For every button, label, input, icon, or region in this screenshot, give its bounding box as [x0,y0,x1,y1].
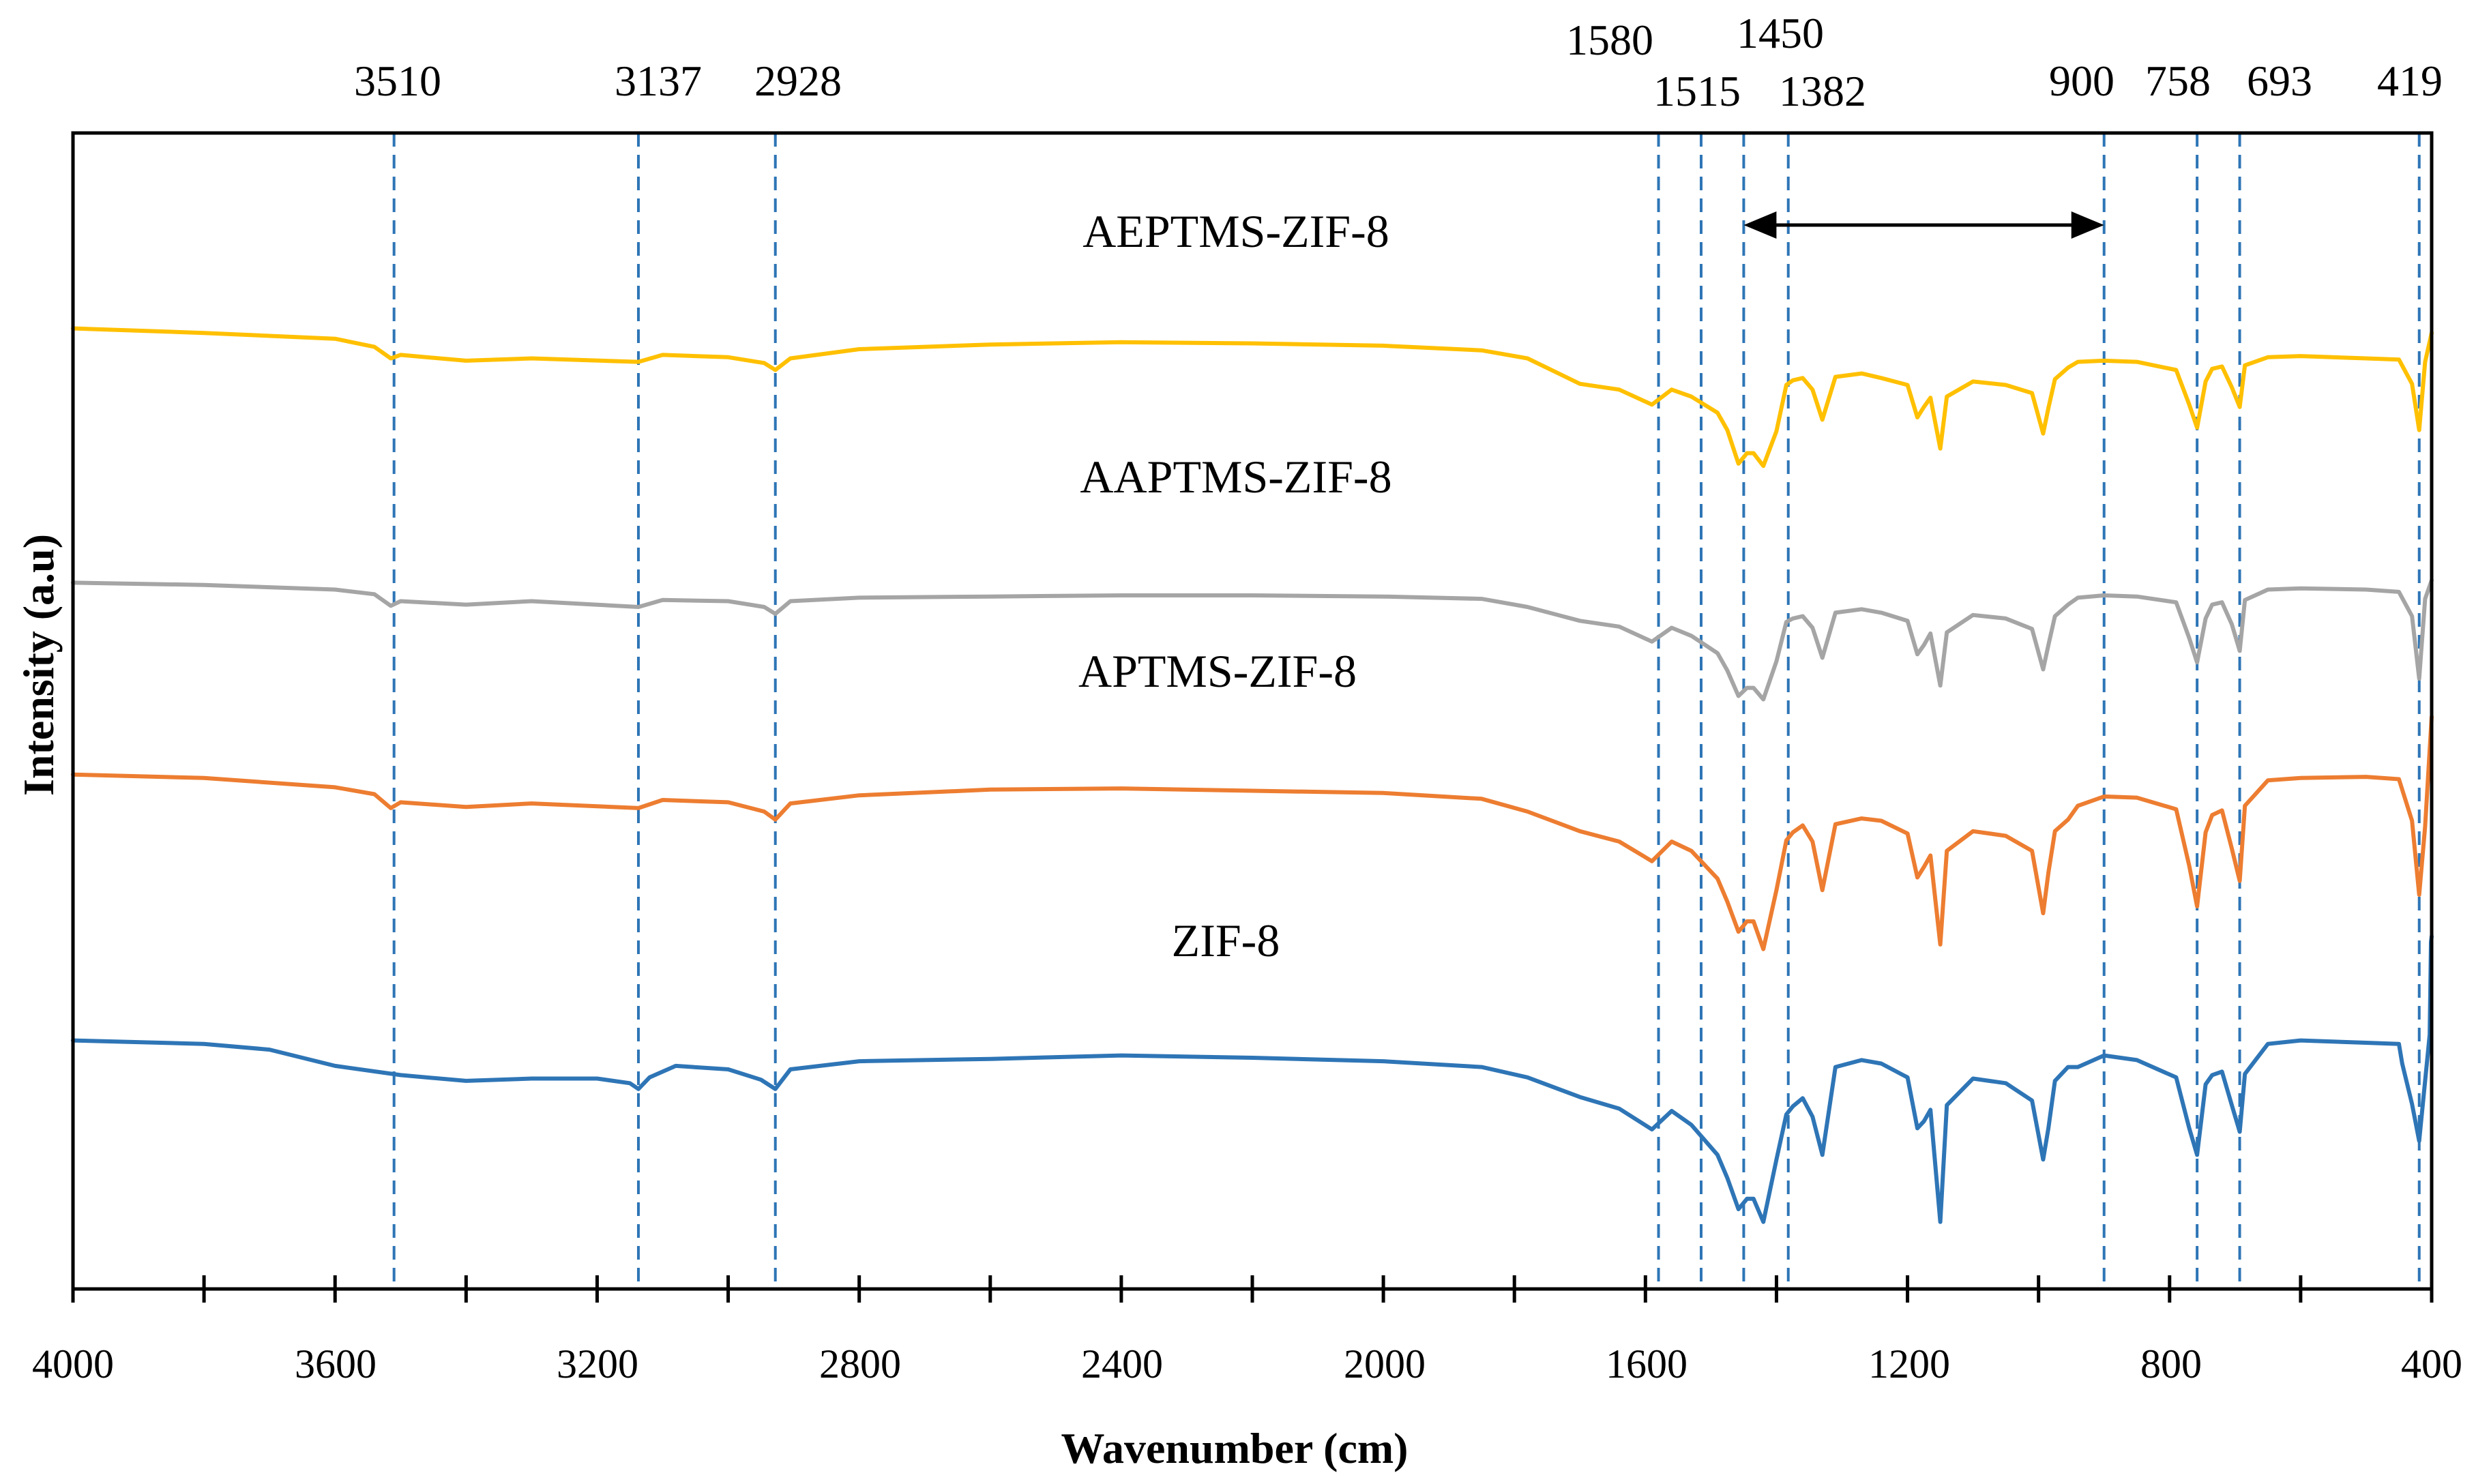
range-arrow-head-right [2071,211,2104,239]
series-label-aeptms: AEPTMS-ZIF-8 [1082,205,1389,257]
series-label-aaptms: AAPTMS-ZIF-8 [1080,451,1391,503]
x-tick-label: 1600 [1606,1341,1687,1386]
range-arrow-head-left [1743,211,1777,239]
ref-label-1580: 1580 [1566,16,1653,64]
x-tick-label: 2000 [1344,1341,1426,1386]
ref-label-1382: 1382 [1779,67,1866,115]
x-tick-label: 400 [2401,1341,2462,1386]
x-tick-label: 800 [2140,1341,2202,1386]
series-line-aeptms-zif-8 [71,326,2434,469]
ref-label-1450: 1450 [1737,9,1824,57]
x-tick-label: 2800 [819,1341,901,1386]
series-line-aptms-zif-8 [71,715,2434,951]
ref-label-2928: 2928 [754,57,842,105]
ref-label-419: 419 [2377,57,2443,105]
plot-frame [71,131,2434,1291]
x-axis-title: Wavenumber (cm) [1061,1424,1409,1472]
x-tick-label: 3600 [295,1341,377,1386]
series-layer [71,326,2434,1224]
ref-label-3510: 3510 [354,57,441,105]
x-tick-label: 1200 [1868,1341,1950,1386]
series-label-zif8: ZIF-8 [1172,915,1280,966]
series-line-zif-8 [71,934,2434,1224]
x-tick-label: 4000 [32,1341,114,1386]
series-line-aaptms-zif-8 [71,578,2434,702]
ref-label-3137: 3137 [615,57,702,105]
ref-label-900: 900 [2049,57,2114,105]
ref-label-1515: 1515 [1653,67,1741,115]
ref-label-693: 693 [2247,57,2312,105]
x-tick-label: 2400 [1081,1341,1163,1386]
y-axis-title: Intensity (a.u) [14,534,63,796]
axis-ticks-layer [71,1275,2434,1303]
series-label-aptms: APTMS-ZIF-8 [1078,645,1357,697]
x-tick-label: 3200 [557,1341,638,1386]
reference-lines-layer [392,133,2421,1289]
arrow-layer [1743,211,2104,239]
ref-label-758: 758 [2145,57,2211,105]
